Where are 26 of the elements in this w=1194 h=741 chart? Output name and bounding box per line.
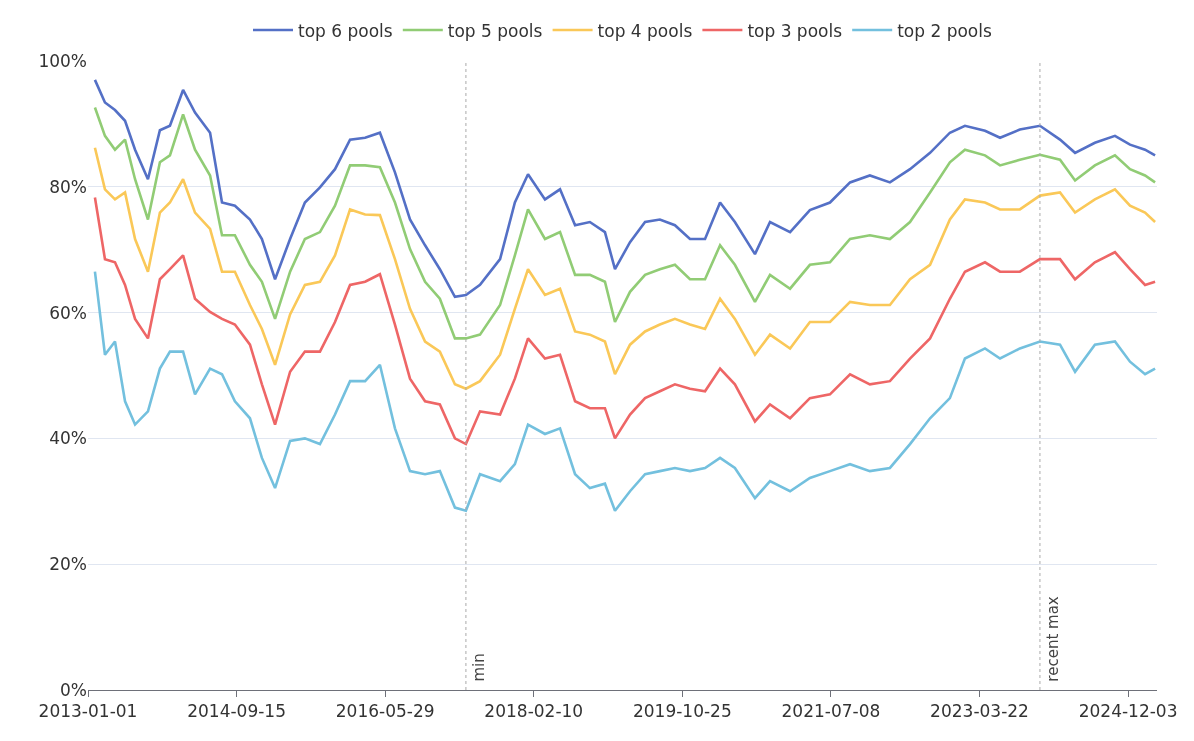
y-tick-label: 100% xyxy=(38,50,87,71)
x-tick-label: 2023-03-22 xyxy=(930,701,1029,722)
x-tick-label: 2014-09-15 xyxy=(187,701,286,722)
ref-line-label: min xyxy=(470,653,489,682)
y-tick-label: 80% xyxy=(49,176,87,197)
line-series xyxy=(93,106,1157,340)
y-tick-label: 0% xyxy=(60,679,87,700)
line-series xyxy=(93,270,1157,513)
x-tick-label: 2018-02-10 xyxy=(484,701,584,722)
line-series xyxy=(93,146,1157,391)
line-series xyxy=(93,78,1157,299)
x-tick-label: 2021-07-08 xyxy=(781,701,881,722)
legend-label: top 2 pools xyxy=(897,20,992,41)
x-tick-label: 2019-10-25 xyxy=(632,701,732,722)
y-tick-label: 40% xyxy=(49,428,87,449)
x-tick-label: 2016-05-29 xyxy=(335,701,435,722)
y-tick-label: 20% xyxy=(49,554,87,575)
legend-label: top 4 pools xyxy=(597,20,693,41)
ref-line-label: recent max xyxy=(1044,596,1063,682)
legend-label: top 5 pools xyxy=(447,20,543,41)
legend-label: top 3 pools xyxy=(747,20,843,41)
line-series xyxy=(93,196,1157,446)
x-tick-label: 2013-01-01 xyxy=(38,701,138,722)
y-tick-label: 60% xyxy=(49,302,87,323)
x-tick-label: 2024-12-03 xyxy=(1078,701,1178,722)
legend-label: top 6 pools xyxy=(298,20,393,41)
